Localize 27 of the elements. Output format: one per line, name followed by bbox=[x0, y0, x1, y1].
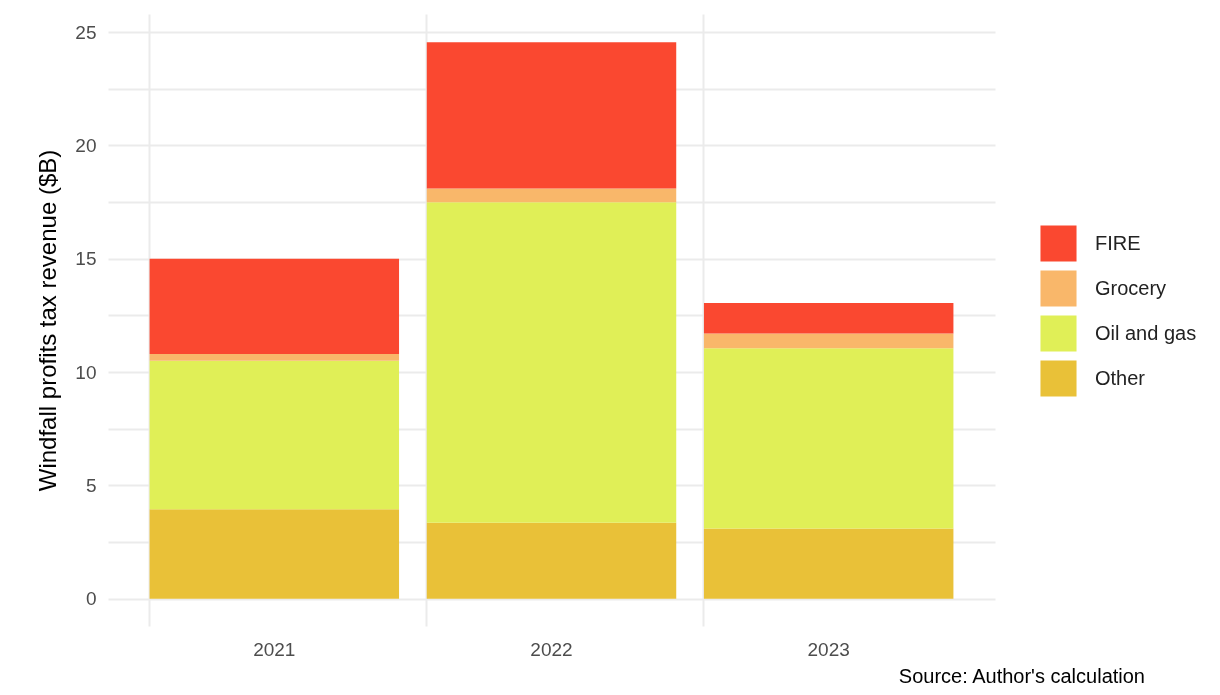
bar bbox=[149, 258, 400, 354]
legend-label: Grocery bbox=[1095, 276, 1167, 299]
bar bbox=[149, 360, 400, 510]
y-tick-label: 5 bbox=[85, 474, 97, 496]
bar bbox=[426, 188, 677, 203]
y-tick-label: 20 bbox=[75, 134, 97, 156]
source-note: Source: Author's calculation bbox=[898, 665, 1145, 687]
bar bbox=[703, 528, 954, 599]
x-tick-label: 2021 bbox=[253, 638, 296, 660]
y-axis-title: Windfall profits tax revenue ($B) bbox=[34, 149, 62, 492]
bar bbox=[426, 42, 677, 189]
bar bbox=[703, 333, 954, 349]
bar bbox=[149, 509, 400, 599]
bar bbox=[426, 202, 677, 523]
legend-label: Oil and gas bbox=[1095, 321, 1197, 344]
y-tick-label: 0 bbox=[85, 588, 97, 610]
x-tick-label: 2023 bbox=[807, 638, 850, 660]
legend-label: Other bbox=[1095, 366, 1146, 389]
y-tick-label: 25 bbox=[75, 21, 97, 43]
bar bbox=[426, 522, 677, 599]
bar bbox=[703, 303, 954, 334]
y-tick-label: 15 bbox=[75, 248, 97, 270]
bar bbox=[149, 354, 400, 361]
bar bbox=[703, 348, 954, 529]
x-tick-label: 2022 bbox=[530, 638, 573, 660]
legend-label: FIRE bbox=[1095, 231, 1141, 254]
y-tick-label: 10 bbox=[75, 361, 97, 383]
